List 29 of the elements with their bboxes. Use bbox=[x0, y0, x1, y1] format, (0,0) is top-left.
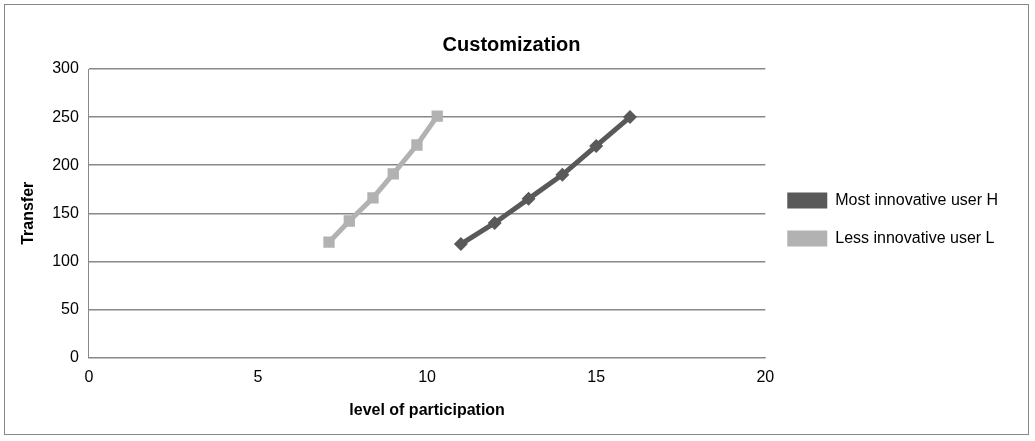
x-tick-label: 15 bbox=[587, 367, 606, 385]
point bbox=[367, 192, 379, 204]
point bbox=[622, 110, 637, 125]
x-tick-label: 10 bbox=[418, 367, 437, 385]
point bbox=[431, 110, 443, 122]
point bbox=[521, 191, 536, 206]
point bbox=[387, 168, 399, 180]
y-tick-label: 250 bbox=[52, 107, 79, 125]
point bbox=[555, 167, 570, 182]
x-tick-label: 5 bbox=[253, 367, 263, 385]
chart-title: Customization bbox=[442, 32, 581, 55]
x-axis-title: level of participation bbox=[349, 400, 505, 418]
y-tick-label: 200 bbox=[52, 155, 79, 173]
point bbox=[589, 138, 604, 153]
point bbox=[343, 215, 355, 227]
y-axis-title: Transfer bbox=[19, 181, 37, 245]
y-tick-label: 150 bbox=[52, 203, 79, 221]
legend-label: Less innovative user L bbox=[835, 228, 995, 246]
x-tick-label: 0 bbox=[84, 367, 94, 385]
point bbox=[411, 139, 423, 151]
y-tick-label: 300 bbox=[52, 59, 79, 77]
point bbox=[323, 236, 335, 248]
y-tick-label: 0 bbox=[69, 348, 79, 366]
x-tick-label: 20 bbox=[756, 367, 775, 385]
y-tick-label: 100 bbox=[52, 251, 79, 269]
point bbox=[453, 237, 468, 252]
y-tick-label: 50 bbox=[61, 299, 79, 317]
point bbox=[487, 215, 502, 230]
legend-label: Most innovative user H bbox=[835, 190, 998, 208]
